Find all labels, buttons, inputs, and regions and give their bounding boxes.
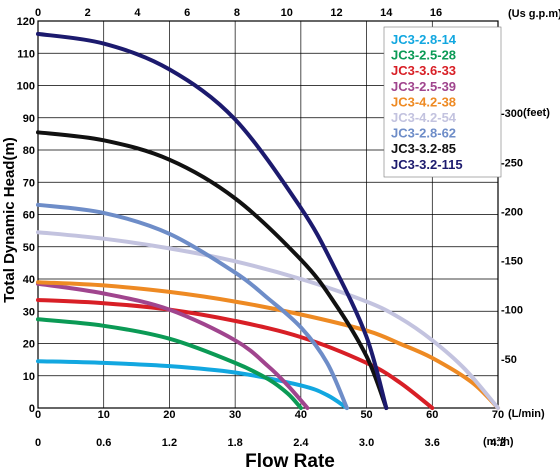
y-tick-label: 100: [17, 81, 35, 93]
x-top-tick-label: 2: [85, 7, 91, 19]
y-right-tick-label: -150: [501, 256, 523, 268]
x-tick-label: 60: [426, 409, 438, 421]
x-bottom-tick-label: 0: [35, 437, 41, 449]
series-line-jc3-4.2-38: [36, 280, 500, 410]
x-axis-title: Flow Rate: [245, 451, 335, 471]
y-axis-ticks: 0 10 20 30 40 50 60 70 80 90 100 110 120: [17, 16, 35, 415]
y-tick-label: 30: [23, 306, 35, 318]
plot-frame: [37, 20, 499, 409]
x-tick-label: 40: [295, 409, 307, 421]
legend-entry: JC3-3.2-115: [391, 157, 463, 172]
x-tick-label: 70: [492, 409, 504, 421]
legend-entry: JC3-2.8-62: [391, 126, 456, 141]
y-tick-label: 20: [23, 339, 35, 351]
series-line-jc3-2.8-14: [36, 359, 349, 410]
x-tick-label: 50: [360, 409, 372, 421]
y-right-axis-ticks: -50 -100 -150 -200 -250 -300: [501, 108, 523, 366]
x-tick-label: 30: [229, 409, 241, 421]
x-top-unit-label: (Us g.p.m): [508, 8, 560, 20]
x-bottom-axis-ticks: 0 0.6 1.2 1.8 2.4 3.0 3.6 4.2: [35, 437, 506, 449]
y-tick-label: 60: [23, 210, 35, 222]
y-tick-label: 70: [23, 177, 35, 189]
legend-entry: JC3-2.5-28: [391, 48, 456, 63]
x-top-tick-label: 10: [281, 7, 293, 19]
series-line-jc3-2.8-62: [36, 202, 349, 410]
x-top-tick-label: 6: [184, 7, 190, 19]
y-tick-label: 110: [17, 48, 35, 60]
legend-box: [383, 26, 502, 178]
x-inner-axis-ticks: 0 10 20 30 40 50 60 70: [35, 409, 504, 421]
legend-entry: JC3-3.2-85: [391, 141, 456, 156]
series-line-jc3-3.6-33: [36, 298, 435, 410]
y-tick-label: 80: [23, 145, 35, 157]
legend-entry: JC3-3.6-33: [391, 63, 456, 78]
y-tick-label: 0: [29, 403, 35, 415]
x-tick-label: 20: [163, 409, 175, 421]
legend-entry: JC3-2.5-39: [391, 79, 456, 94]
x-bottom-tick-label: 3.6: [425, 437, 440, 449]
y-right-tick-label: -300: [501, 108, 523, 120]
y-tick-label: 40: [23, 274, 35, 286]
y-right-tick-label: -200: [501, 206, 523, 218]
y-right-tick-label: -100: [501, 305, 523, 317]
legend-entry: JC3-4.2-38: [391, 94, 456, 109]
x-bottom-tick-label: 2.4: [293, 437, 309, 449]
x-top-tick-label: 4: [134, 7, 141, 19]
series-line-jc3-3.2-85: [36, 130, 389, 410]
y-right-tick-label: -250: [501, 157, 523, 169]
x-bottom-tick-label: 1.8: [227, 437, 242, 449]
x-bottom-tick-label: 3.0: [359, 437, 374, 449]
x-top-tick-label: 14: [380, 7, 393, 19]
x-top-tick-label: 0: [35, 7, 41, 19]
x-bottom-tick-label: 4.2: [490, 437, 505, 449]
legend-entry: JC3-4.2-54: [391, 110, 457, 125]
y-tick-label: 90: [23, 113, 35, 125]
y-tick-label: 10: [23, 371, 35, 383]
x-tick-label: 0: [35, 409, 41, 421]
plot-border: [37, 20, 499, 409]
x-tick-label: 10: [98, 409, 110, 421]
y-right-unit-label: (feet): [523, 107, 550, 119]
series-line-jc3-2.5-39: [36, 281, 310, 410]
y-tick-label: 120: [17, 16, 35, 28]
x-top-tick-label: 8: [234, 7, 240, 19]
x-top-tick-label: 16: [430, 7, 442, 19]
legend-entry: JC3-2.8-14: [391, 32, 457, 47]
x-bottom-tick-label: 0.6: [96, 437, 111, 449]
x-top-tick-label: 12: [330, 7, 342, 19]
y-axis-title: Total Dynamic Head(m): [1, 137, 18, 303]
x-bottom-tick-label: 1.2: [162, 437, 177, 449]
y-tick-label: 50: [23, 242, 35, 254]
x-bottom-unit-label: (m³/h): [483, 436, 514, 448]
series-lines: [36, 31, 500, 410]
series-line-jc3-3.2-115: [36, 31, 389, 410]
y-right-tick-label: -50: [501, 354, 517, 366]
series-line-jc3-2.5-28: [36, 317, 303, 410]
legend: JC3-2.8-14JC3-2.5-28JC3-3.6-33JC3-2.5-39…: [391, 32, 463, 172]
x-unit-label: (L/min): [508, 408, 545, 420]
x-top-axis-ticks: 0 2 4 6 8 10 12 14 16: [35, 7, 442, 19]
